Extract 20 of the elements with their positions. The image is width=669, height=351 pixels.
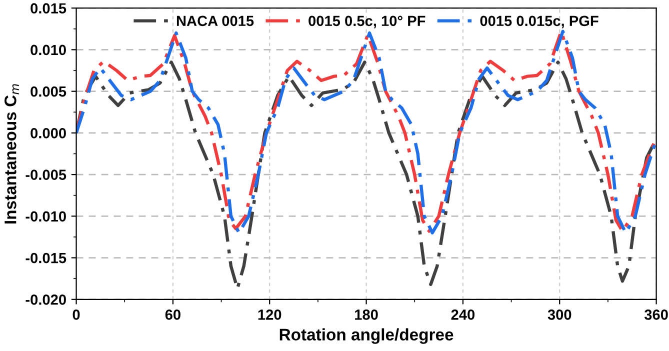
x-axis-title: Rotation angle/degree: [280, 328, 454, 344]
x-tick-label: 360: [644, 310, 668, 320]
y-tick-label: -0.005: [26, 170, 66, 180]
x-tick-label: 240: [451, 310, 475, 320]
y-tick-label: 0.000: [30, 128, 66, 138]
y-tick-label: 0.005: [30, 86, 66, 97]
y-tick-label: -0.010: [26, 211, 66, 222]
x-tick-label: 120: [258, 310, 282, 320]
legend-label: NACA 0015: [176, 16, 254, 26]
legend-label: 0015 0.015c, PGF: [480, 16, 598, 28]
y-tick-label: -0.020: [26, 294, 66, 305]
y-tick-label: 0.010: [30, 44, 66, 56]
legend-label: 0015 0.5c, 10° PF: [308, 16, 426, 28]
y-axis-title: Instantaneous C$_{m}$: [4, 84, 19, 224]
y-tick-label: 0.015: [30, 3, 66, 14]
x-tick-label: 60: [165, 310, 180, 320]
x-tick-label: 0: [72, 310, 80, 320]
y-tick-label: -0.015: [26, 252, 66, 264]
x-tick-label: 300: [548, 310, 572, 320]
x-tick-label: 180: [355, 310, 378, 320]
